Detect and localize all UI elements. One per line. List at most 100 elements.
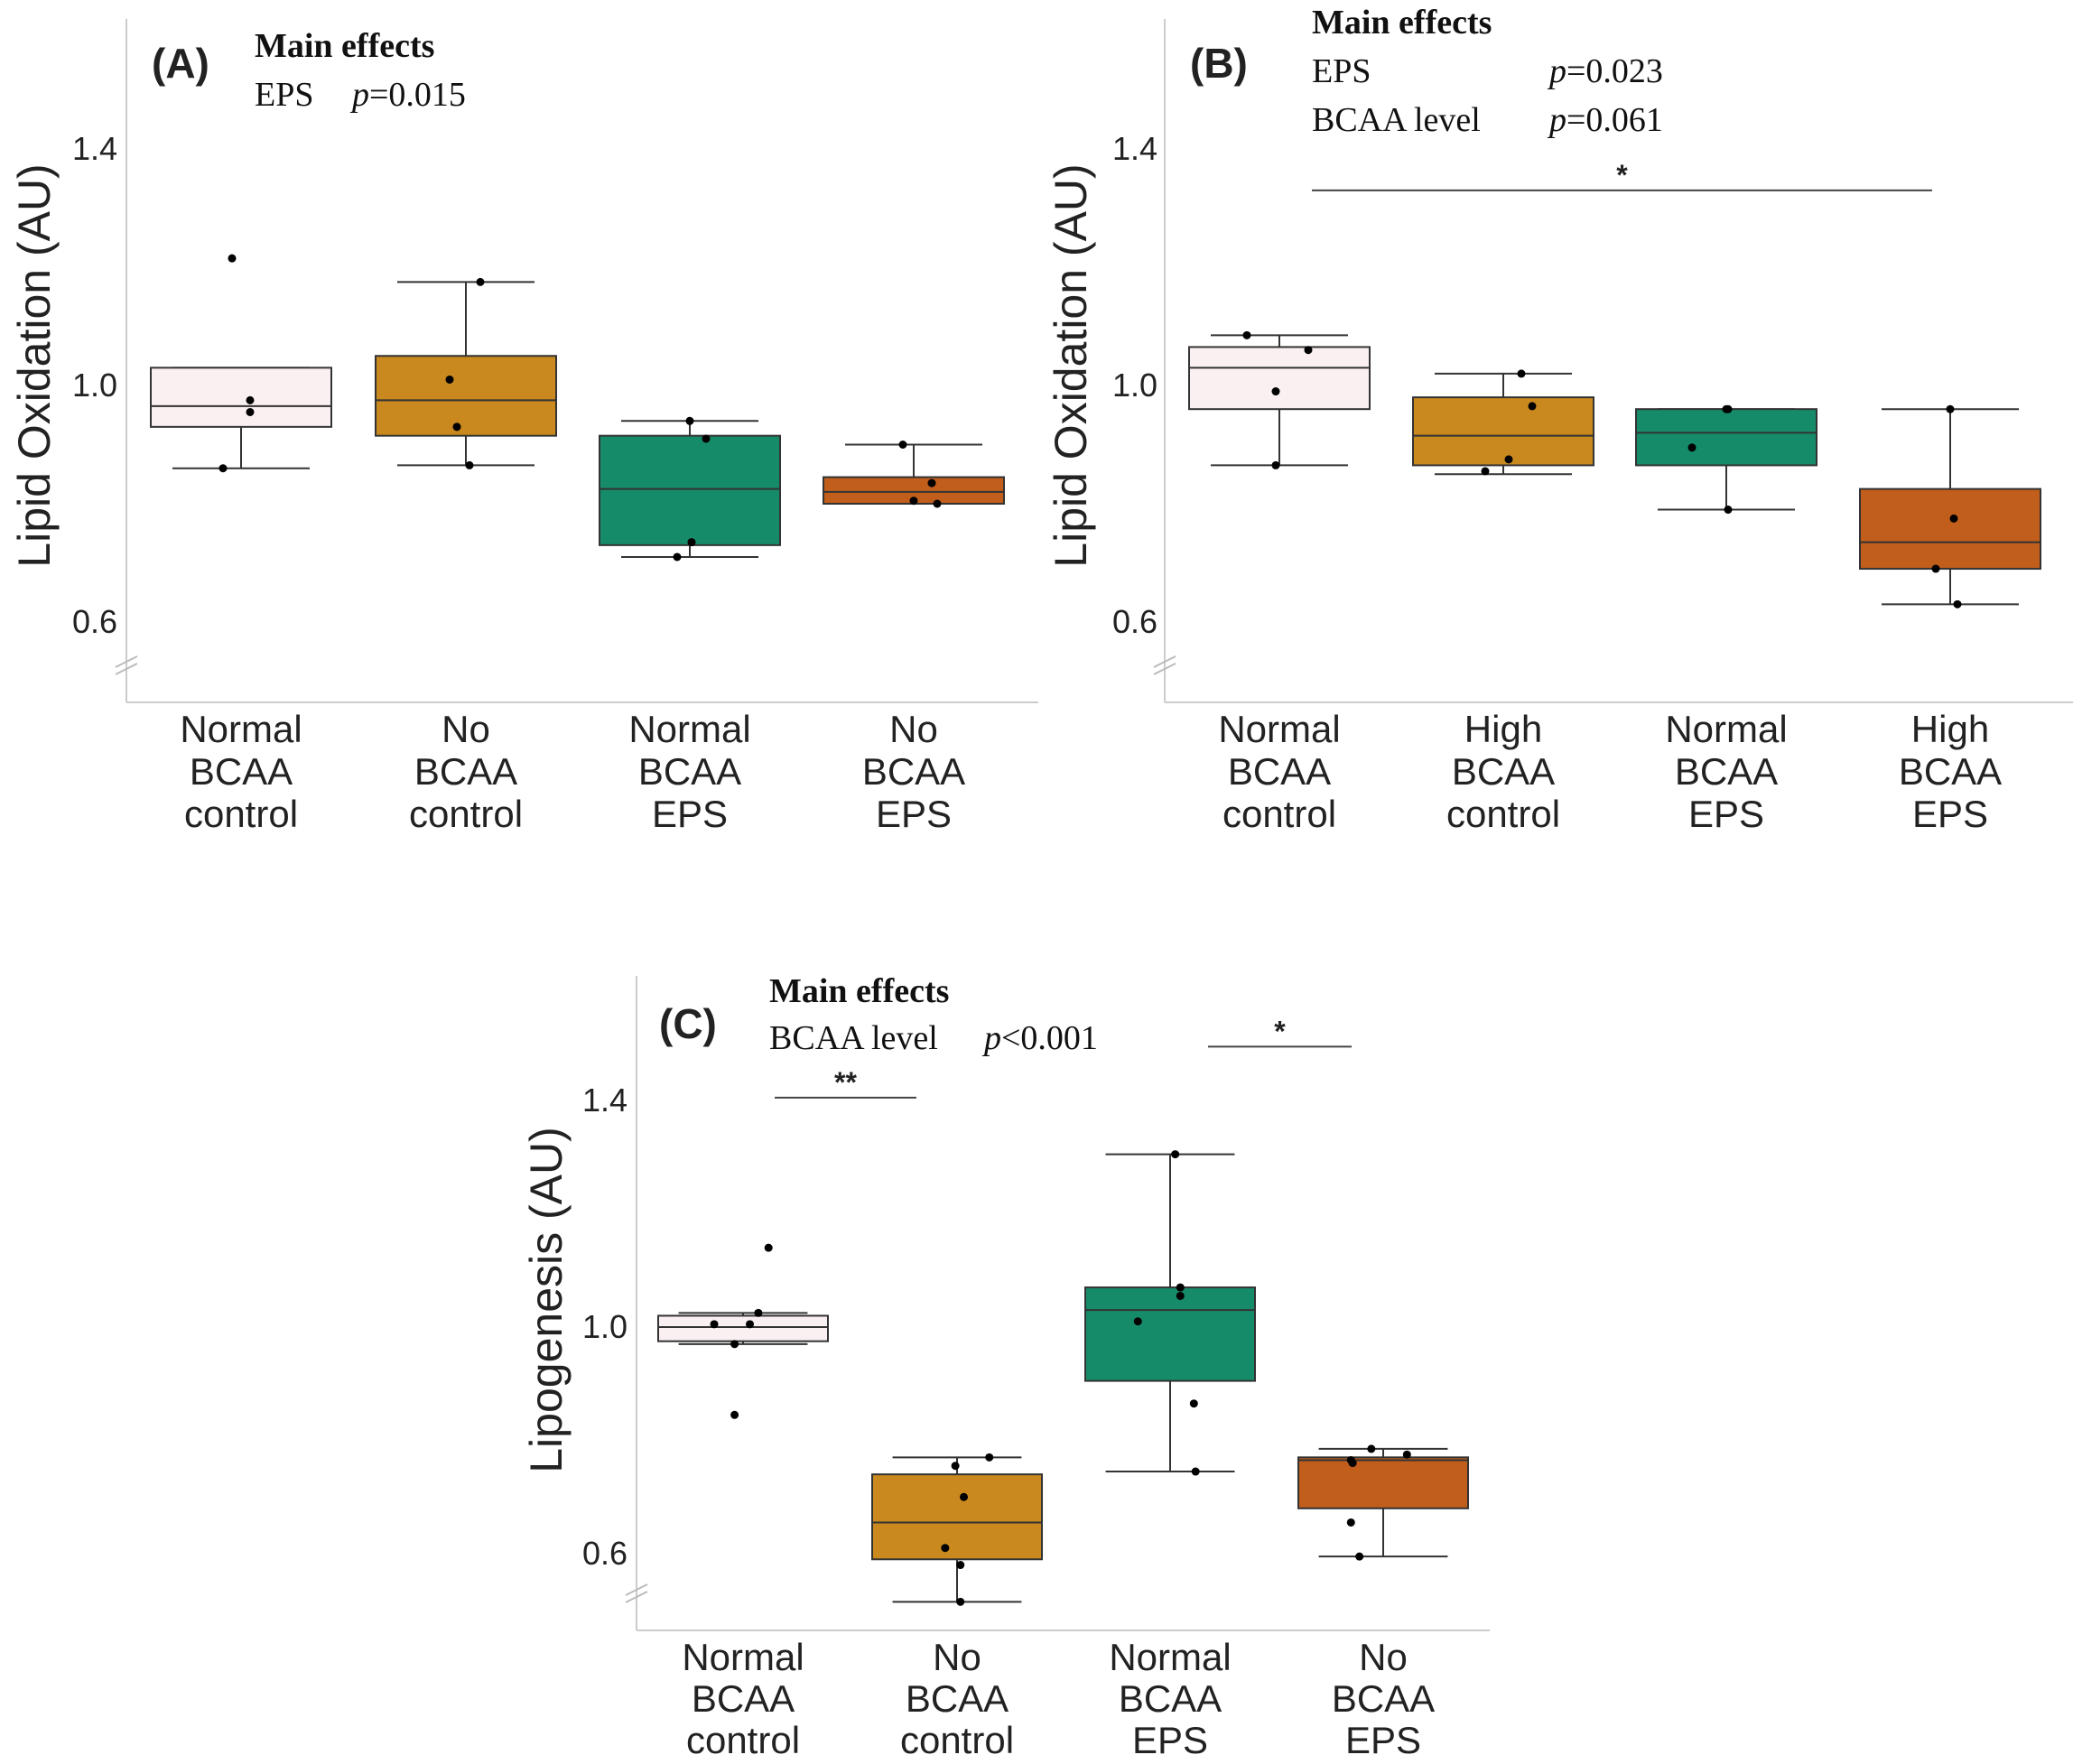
data-point [1504,455,1513,464]
data-point [228,254,237,263]
box-group [1412,369,1594,476]
y-tick-label: 1.4 [1112,130,1157,167]
data-point [898,441,907,449]
effect-p-value: p=0.015 [349,76,466,114]
data-point [1133,1317,1142,1326]
data-point [956,1597,965,1606]
box-group [150,254,332,473]
x-tick-label: Normal [628,708,750,750]
data-point [1953,599,1962,608]
x-tick-label: EPS [1912,793,1988,835]
x-tick-label: EPS [876,793,952,835]
data-point [1191,1467,1200,1476]
y-axis-label: Lipid Oxidation (AU) [1046,163,1096,567]
data-point [1949,514,1958,523]
x-tick-label: control [409,793,523,835]
x-tick-label: BCAA [1228,750,1331,793]
data-point [1355,1552,1364,1561]
x-tick-label: No [1359,1636,1408,1678]
effect-term: BCAA level [769,1019,938,1057]
y-tick-label: 1.0 [1112,367,1157,404]
data-point [246,395,255,404]
panel-a: 0.6 1.0 1.4 Lipid Oxidation (AU) (A) Main eff… [9,18,1038,835]
data-point [941,1544,950,1553]
x-tick-label: control [900,1719,1014,1761]
data-point [687,538,696,547]
x-tick-label: Normal [1665,708,1787,750]
y-axis-break-mark [625,1583,648,1603]
data-point [933,499,942,508]
effect-term: EPS [1312,52,1371,90]
data-point [246,407,255,416]
y-tick-label: 0.6 [582,1535,627,1572]
box-iqr [1859,487,2041,571]
x-tick-label: High [1464,708,1542,750]
significance-stars: ** [834,1066,857,1099]
box-iqr [1297,1456,1469,1509]
x-tick-label: control [184,793,298,835]
data-point [1402,1450,1411,1459]
p-number: <0.001 [1001,1019,1098,1057]
x-tick-label: BCAA [1899,750,2002,793]
box-group [871,1453,1043,1606]
data-point [985,1453,994,1462]
x-tick-label: BCAA [1452,750,1555,793]
data-point [951,1462,960,1471]
data-point [702,434,711,443]
data-point [746,1320,755,1329]
box-iqr [657,1314,829,1342]
y-tick-label: 0.6 [72,603,117,640]
data-point [1528,402,1537,411]
panel-c: 0.6 1.0 1.4 Lipogenesis (AU) (C) Main effects… [521,972,1490,1761]
data-point [956,1561,965,1570]
x-tick-label: EPS [1688,793,1764,835]
p-number: =0.015 [369,76,466,114]
x-tick-label: EPS [652,793,728,835]
data-point [710,1320,719,1329]
data-point [1304,346,1313,355]
data-point [764,1243,773,1252]
p-symbol: p [349,76,369,114]
data-point [685,416,694,425]
box-group [599,416,781,562]
p-number: =0.023 [1566,52,1663,90]
data-point [754,1308,763,1317]
p-symbol: p [981,1019,1001,1057]
effect-p-value: p=0.061 [1547,101,1663,139]
data-point [1687,443,1697,452]
x-tick-label: No [933,1636,981,1678]
x-tick-label: EPS [1132,1719,1208,1761]
effect-p-value: p<0.001 [981,1019,1098,1057]
data-point [465,460,474,469]
y-axis-break-mark [115,655,138,675]
data-point [1481,467,1490,476]
main-effects-title: Main effects [769,972,949,1010]
x-tick-label: BCAA [414,750,517,793]
x-tick-label: control [1446,793,1560,835]
data-point [673,552,682,562]
x-tick-label: BCAA [638,750,741,793]
box-iqr [1084,1286,1256,1382]
data-point [1348,1459,1357,1468]
box-group [657,1243,829,1419]
x-tick-label: BCAA [692,1677,795,1720]
data-point [1517,369,1526,378]
y-axis-label: Lipogenesis (AU) [521,1127,572,1473]
data-point [1271,387,1280,396]
x-tick-label: BCAA [190,750,293,793]
effect-term: BCAA level [1312,101,1481,139]
data-point [218,464,228,473]
box-iqr [599,434,781,546]
box-iqr [1412,396,1594,467]
data-point [1946,404,1955,413]
x-tick-label: EPS [1345,1719,1421,1761]
x-tick-label: BCAA [1332,1677,1435,1720]
box-iqr [1635,408,1817,467]
data-point [1176,1283,1185,1292]
data-point [1189,1399,1198,1408]
p-number: =0.061 [1566,101,1663,139]
x-tick-label: No [442,708,490,750]
box-group [1297,1444,1469,1561]
box-group [823,441,1005,508]
